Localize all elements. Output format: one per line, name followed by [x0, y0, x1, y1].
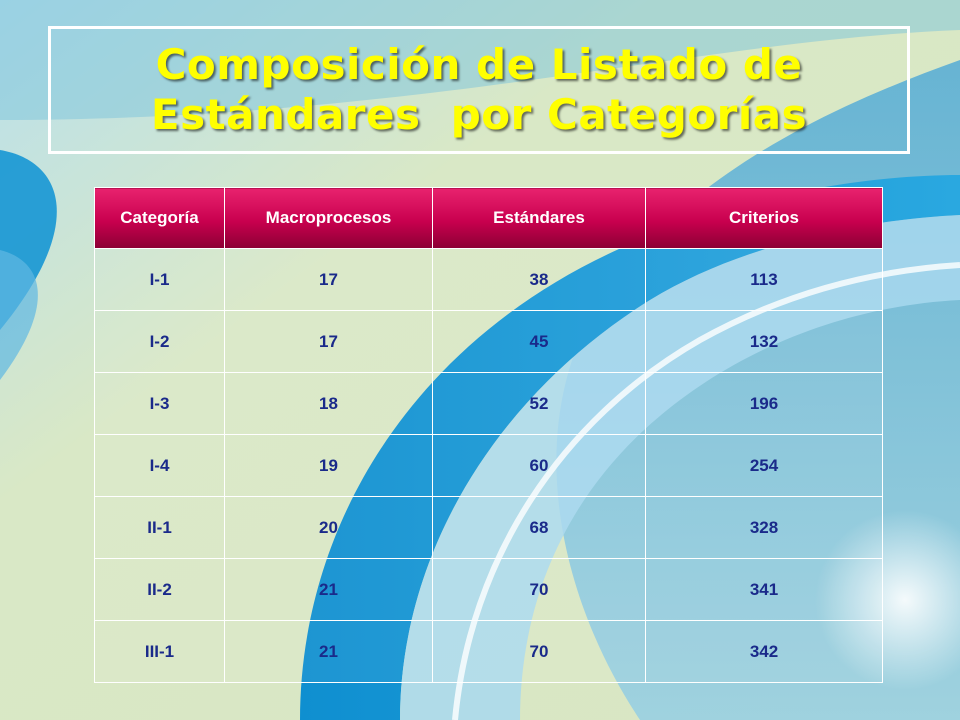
header-estandares: Estándares — [432, 187, 646, 249]
table-row: I-4 19 60 254 — [94, 434, 883, 497]
table-row: III-1 21 70 342 — [94, 620, 883, 683]
header-criterios: Criterios — [645, 187, 883, 249]
header-categoria: Categoría — [94, 187, 225, 249]
cell-macroprocesos: 18 — [224, 372, 433, 435]
cell-categoria: II-2 — [94, 558, 225, 621]
cell-categoria: I-2 — [94, 310, 225, 373]
cell-estandares: 70 — [432, 620, 646, 683]
table-body: I-1 17 38 113 I-2 17 45 132 I-3 18 52 19… — [94, 248, 883, 683]
slide-title: Composición de Listado de Estándares por… — [151, 40, 807, 140]
cell-criterios: 328 — [645, 496, 883, 559]
cell-criterios: 341 — [645, 558, 883, 621]
cell-criterios: 132 — [645, 310, 883, 373]
table-header: Categoría Macroprocesos Estándares Crite… — [94, 187, 883, 249]
cell-macroprocesos: 21 — [224, 558, 433, 621]
cell-macroprocesos: 19 — [224, 434, 433, 497]
title-line-1: Composición de Listado de — [155, 40, 803, 89]
table-row: I-1 17 38 113 — [94, 248, 883, 311]
table-row: II-1 20 68 328 — [94, 496, 883, 559]
cell-criterios: 254 — [645, 434, 883, 497]
cell-estandares: 52 — [432, 372, 646, 435]
table-row: I-2 17 45 132 — [94, 310, 883, 373]
cell-categoria: I-4 — [94, 434, 225, 497]
table-row: I-3 18 52 196 — [94, 372, 883, 435]
cell-estandares: 70 — [432, 558, 646, 621]
cell-categoria: I-3 — [94, 372, 225, 435]
header-macroprocesos: Macroprocesos — [224, 187, 433, 249]
cell-estandares: 38 — [432, 248, 646, 311]
cell-criterios: 196 — [645, 372, 883, 435]
header-row: Categoría Macroprocesos Estándares Crite… — [94, 187, 883, 249]
cell-categoria: I-1 — [94, 248, 225, 311]
title-box: Composición de Listado de Estándares por… — [48, 26, 910, 154]
table-row: II-2 21 70 341 — [94, 558, 883, 621]
cell-criterios: 342 — [645, 620, 883, 683]
title-line-2: Estándares por Categorías — [150, 90, 808, 139]
cell-macroprocesos: 17 — [224, 248, 433, 311]
cell-estandares: 68 — [432, 496, 646, 559]
cell-categoria: III-1 — [94, 620, 225, 683]
cell-macroprocesos: 21 — [224, 620, 433, 683]
standards-table: Categoría Macroprocesos Estándares Crite… — [94, 187, 883, 683]
cell-criterios: 113 — [645, 248, 883, 311]
cell-macroprocesos: 20 — [224, 496, 433, 559]
cell-macroprocesos: 17 — [224, 310, 433, 373]
cell-estandares: 60 — [432, 434, 646, 497]
cell-estandares: 45 — [432, 310, 646, 373]
cell-categoria: II-1 — [94, 496, 225, 559]
